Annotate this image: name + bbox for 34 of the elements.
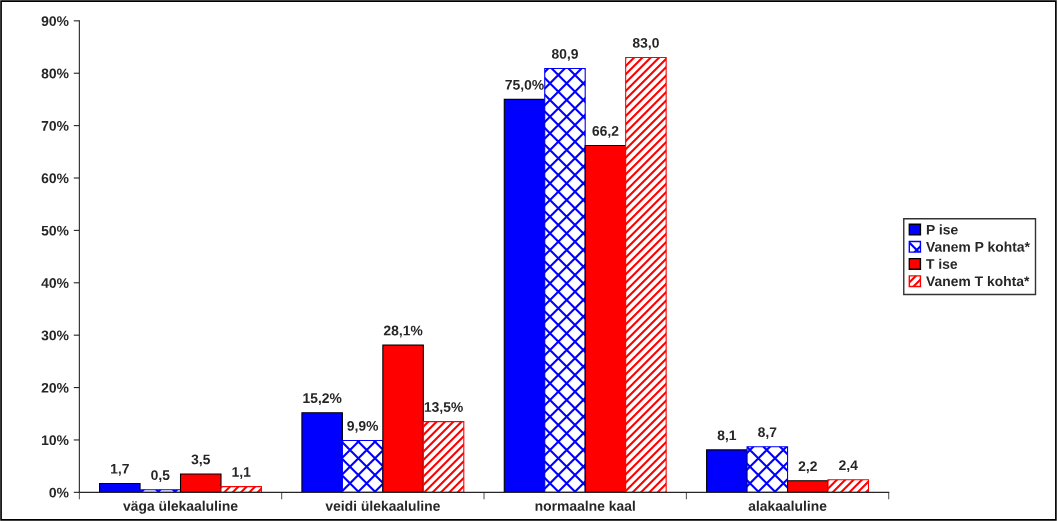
legend-label: T ise [926,258,958,269]
y-tick-label: 40% [41,278,69,288]
y-tick-label: 70% [41,120,69,131]
y-tick-label: 30% [41,330,69,341]
data-label: 28,1% [383,325,423,338]
legend-label: P ise [926,224,958,235]
data-label: 66,2 [592,126,619,138]
data-label: 3,5 [191,454,211,467]
data-label: 2,4 [839,460,858,473]
data-label: 1,7 [111,464,129,476]
data-label: 2,2 [798,461,817,474]
data-label: 1,1 [232,467,251,479]
data-label: 8,1 [717,430,737,443]
data-label: 80,9 [551,48,578,61]
legend-label: Vanem T kohta* [926,275,1030,287]
y-tick-label: 10% [42,435,69,446]
data-label: 15,2% [303,393,342,406]
data-label: 13,5% [424,402,463,414]
data-label: 0,5 [151,470,170,483]
data-label: 8,7 [758,427,777,440]
data-label: 9,9% [347,420,379,433]
legend-label: Vanem P kohta* [926,241,1030,252]
y-tick-label: 80% [41,68,69,79]
x-tick-label: veidi ülekaaluline [325,500,440,511]
y-tick-label: 90% [41,16,69,27]
x-tick-label: normaalne kaal [535,500,635,511]
y-tick-label: 20% [41,382,69,393]
y-tick-label: 50% [41,225,69,236]
x-tick-label: alakaaluline [748,500,827,511]
x-tick-label: väga ülekaaluline [123,500,238,514]
data-label: 75,0% [505,79,544,92]
y-tick-label: 60% [41,173,69,184]
data-label: 83,0 [632,37,659,50]
y-tick-label: 0% [49,487,69,498]
